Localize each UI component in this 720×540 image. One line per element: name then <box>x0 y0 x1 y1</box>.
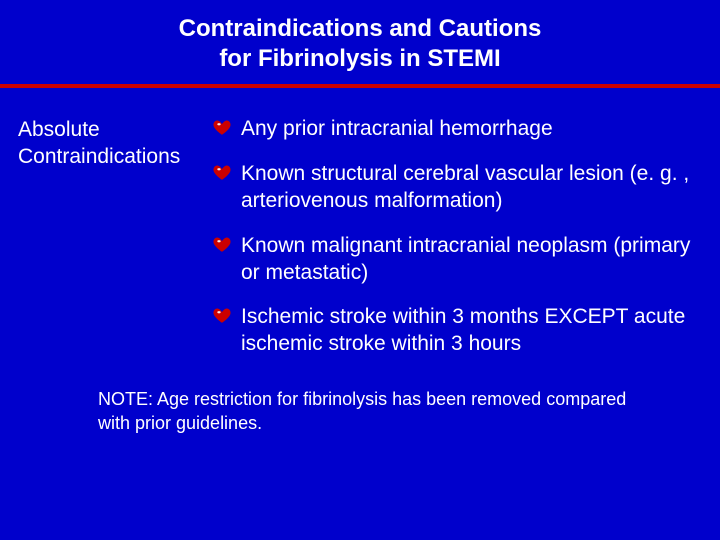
title-line-2: for Fibrinolysis in STEMI <box>0 44 720 74</box>
heart-icon <box>213 307 231 325</box>
section-title-line-2: Contraindications <box>18 143 213 170</box>
bullet-item: Any prior intracranial hemorrhage <box>213 116 692 143</box>
heart-icon <box>213 236 231 254</box>
note-text: NOTE: Age restriction for fibrinolysis h… <box>98 388 660 435</box>
heart-icon <box>213 164 231 182</box>
slide-title-block: Contraindications and Cautions for Fibri… <box>0 0 720 84</box>
bullets-column: Any prior intracranial hemorrhage Known s… <box>213 116 692 376</box>
bullet-text: Known malignant intracranial neoplasm (p… <box>241 233 692 287</box>
bullet-list: Any prior intracranial hemorrhage Known s… <box>213 116 692 358</box>
section-title-line-1: Absolute <box>18 116 213 143</box>
title-line-1: Contraindications and Cautions <box>0 14 720 44</box>
bullet-text: Known structural cerebral vascular lesio… <box>241 161 692 215</box>
section-title-column: Absolute Contraindications <box>18 116 213 376</box>
heart-icon <box>213 119 231 137</box>
bullet-item: Known structural cerebral vascular lesio… <box>213 161 692 215</box>
content-region: Absolute Contraindications Any prior int… <box>0 88 720 376</box>
bullet-item: Ischemic stroke within 3 months EXCEPT a… <box>213 304 692 358</box>
bullet-item: Known malignant intracranial neoplasm (p… <box>213 233 692 287</box>
bullet-text: Any prior intracranial hemorrhage <box>241 116 553 143</box>
note-block: NOTE: Age restriction for fibrinolysis h… <box>0 388 720 435</box>
bullet-text: Ischemic stroke within 3 months EXCEPT a… <box>241 304 692 358</box>
